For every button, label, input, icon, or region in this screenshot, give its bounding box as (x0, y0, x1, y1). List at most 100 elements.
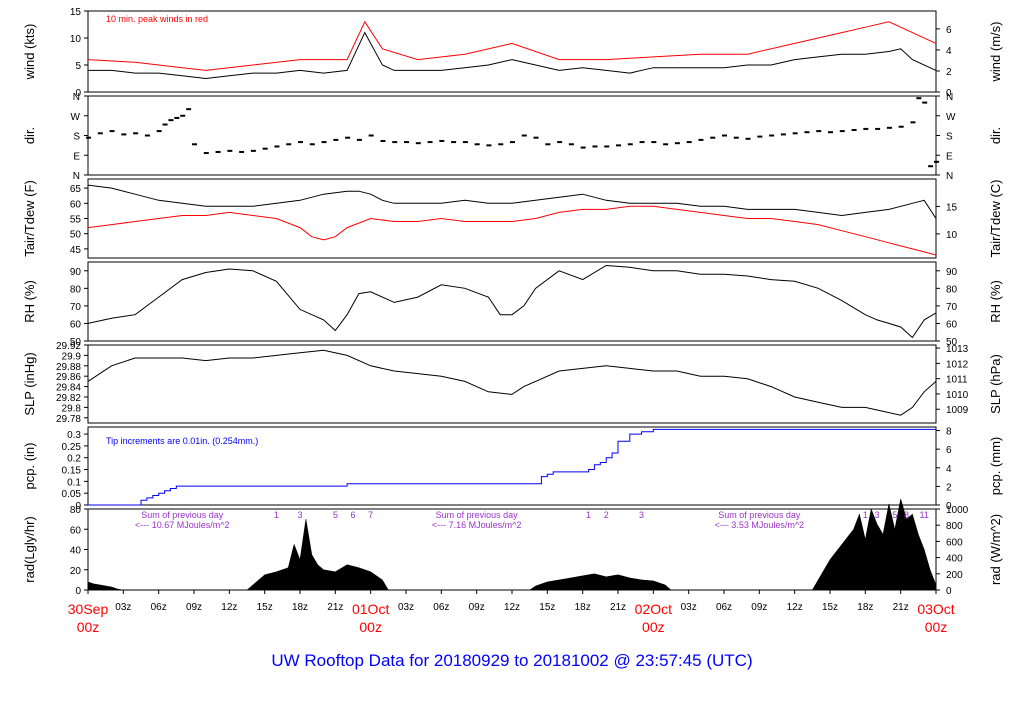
panel-frame (87, 95, 937, 176)
direction-point (380, 139, 386, 142)
radiation-marker: 8 (904, 510, 909, 520)
direction-point (910, 121, 916, 124)
direction-point (533, 136, 539, 139)
direction-point (439, 139, 445, 142)
left-tick-label: 0 (75, 88, 81, 99)
y-axis-label-left: rad(Lgly/hr) (22, 516, 37, 582)
direction-point (462, 141, 468, 144)
direction-point (828, 131, 833, 134)
x-tick-label: 06z (716, 602, 732, 613)
panel-frame (87, 261, 937, 342)
dir-tick-label-left: W (71, 112, 81, 123)
series-line (88, 31, 937, 80)
left-tick-label: 70 (70, 302, 82, 313)
x-tick-label: 21z (327, 602, 343, 613)
x-tick-label: 03z (115, 602, 131, 613)
direction-point (928, 165, 934, 168)
left-tick-label: 0.1 (67, 477, 81, 488)
left-tick-label: 29.84 (56, 383, 81, 394)
right-tick-label: 90 (946, 267, 958, 278)
right-tick-label: 4 (946, 46, 952, 57)
direction-point (816, 130, 822, 133)
direction-point (298, 141, 303, 144)
left-tick-label: 50 (70, 230, 82, 241)
x-tick-label: 15z (539, 602, 555, 613)
direction-point (804, 131, 810, 134)
left-tick-label: 0.25 (62, 442, 82, 453)
x-tick-label: 12z (504, 602, 520, 613)
right-tick-label: 80 (946, 284, 958, 295)
direction-point (651, 141, 657, 144)
direction-point (239, 150, 245, 153)
direction-point (321, 141, 327, 144)
right-tick-label: 600 (946, 537, 963, 548)
direction-point (545, 143, 551, 146)
x-tick-label: 18z (857, 602, 873, 613)
x-tick-label: 15z (257, 602, 273, 613)
right-tick-label: 2 (946, 482, 952, 493)
direction-point (109, 130, 115, 133)
left-tick-label: 29.86 (56, 372, 81, 383)
right-tick-label: 800 (946, 521, 963, 532)
left-tick-label: 15 (70, 7, 82, 18)
radiation-sum-label: Sum of previous day (436, 510, 519, 520)
direction-point (616, 144, 621, 147)
direction-point (333, 138, 339, 141)
y-axis-label-left: RH (%) (22, 280, 37, 323)
direction-point (498, 143, 504, 146)
panel-humidity: 50 60 70 80 90 50 60 70 80 90 RH (%) RH (%) (22, 261, 1003, 348)
x-tick-label: 09z (751, 602, 767, 613)
radiation-sum-value: <--- 10.67 MJoules/m^2 (135, 520, 230, 530)
direction-point (592, 145, 598, 148)
left-tick-label: 90 (70, 267, 82, 278)
direction-point (663, 143, 669, 146)
y-axis-label-right: SLP (hPa) (988, 354, 1003, 414)
left-tick-label: 0.15 (62, 466, 82, 477)
series-line-tdew (87, 205, 937, 256)
dir-tick-label-left: S (73, 132, 80, 143)
left-tick-label: 0.3 (67, 430, 81, 441)
radiation-marker: 3 (639, 510, 644, 520)
radiation-marker: 3 (875, 510, 880, 520)
right-tick-label: 6 (946, 25, 952, 36)
direction-point (274, 145, 280, 148)
x-tick-label: 21z (610, 602, 626, 613)
x-day-label: 01Oct (352, 601, 389, 617)
panel-frame (87, 426, 937, 506)
right-tick-label: 70 (946, 302, 958, 313)
direction-point (144, 134, 150, 137)
direction-point (510, 141, 515, 144)
left-tick-label: 0 (75, 501, 81, 512)
y-axis-label-right: Tair/Tdew (C) (988, 179, 1003, 257)
direction-point (863, 127, 869, 130)
radiation-area (811, 498, 937, 591)
y-axis-label-left: pcp. (in) (22, 443, 37, 490)
dir-tick-label-right: E (946, 151, 953, 162)
right-tick-label: 6 (946, 445, 952, 456)
direction-point (262, 147, 268, 150)
direction-point (427, 141, 433, 144)
x-tick-label: 12z (221, 602, 237, 613)
y-axis-label-left: Tair/Tdew (F) (22, 180, 37, 257)
panel-frame (87, 178, 937, 259)
y-axis-label-left: SLP (inHg) (22, 352, 37, 415)
radiation-marker: 6 (350, 510, 355, 520)
left-tick-label: 29.9 (62, 351, 82, 362)
series-line (88, 428, 936, 506)
direction-point (568, 143, 574, 146)
direction-point (580, 146, 586, 149)
right-tick-label: 2 (946, 67, 952, 78)
y-axis-label-right: wind (m/s) (988, 22, 1003, 83)
direction-point (698, 138, 704, 141)
radiation-area (87, 581, 124, 591)
x-tick-label: 03z (398, 602, 414, 613)
right-tick-label: 15 (946, 202, 958, 213)
precip-annotation: Tip increments are 0.01in. (0.254mm.) (106, 436, 258, 446)
radiation-sum-label: Sum of previous day (141, 510, 224, 520)
left-tick-label: 60 (70, 319, 82, 330)
direction-point (780, 133, 786, 136)
